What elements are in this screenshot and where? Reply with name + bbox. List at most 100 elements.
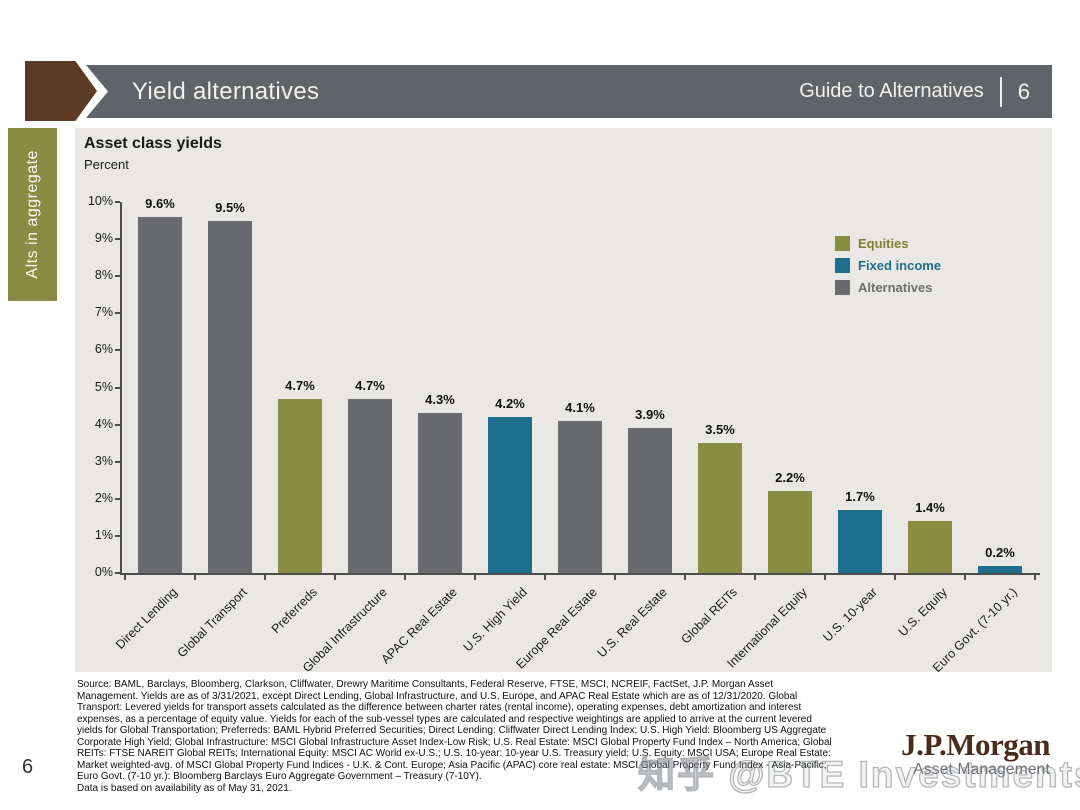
bar-global-transport: [208, 220, 252, 573]
y-tick: [115, 386, 120, 389]
bar-u-s-equity: [908, 521, 952, 573]
bar-apac-real-estate: [418, 413, 462, 573]
bar-international-equity: [768, 491, 812, 573]
x-tick: [124, 575, 126, 580]
x-tick: [964, 575, 966, 580]
legend-item-alternatives: Alternatives: [835, 280, 941, 295]
bar-value-label: 3.9%: [635, 407, 665, 423]
bar-value-label: 0.2%: [985, 544, 1015, 560]
slide-page-number: 6: [22, 756, 34, 778]
y-tick: [115, 460, 120, 463]
y-tick-label: 4%: [94, 416, 113, 431]
x-category-label: Global Transport: [174, 585, 250, 661]
header-arrow-shape: [25, 61, 97, 121]
y-tick-label: 1%: [94, 527, 113, 542]
y-tick: [115, 497, 120, 500]
header-page-number: 6: [1017, 78, 1030, 104]
y-tick: [115, 534, 120, 537]
footnote-line: REITs: FTSE NAREIT Global REITs; Interna…: [77, 748, 831, 759]
legend-item-equities: Equities: [835, 236, 941, 251]
y-tick-label: 8%: [94, 268, 113, 283]
bar-u-s-high-yield: [488, 417, 532, 573]
x-category-label: Global REITs: [678, 585, 740, 647]
y-tick: [115, 312, 120, 315]
x-tick: [194, 575, 196, 580]
bar-value-label: 9.5%: [215, 199, 245, 215]
x-tick: [544, 575, 546, 580]
bar-europe-real-estate: [558, 420, 602, 573]
x-category-label: U.S. High Yield: [460, 585, 530, 655]
chart-legend: Equities Fixed income Alternatives: [835, 236, 941, 302]
bar-global-reits: [698, 443, 742, 573]
jpmorgan-logo: J.P.Morgan Asset Management: [901, 729, 1050, 779]
bar-value-label: 3.5%: [705, 422, 735, 438]
bar-value-label: 1.4%: [915, 500, 945, 516]
footnote-line: Source: BAML, Barclays, Bloomberg, Clark…: [77, 679, 773, 690]
y-tick: [115, 201, 120, 203]
guide-label: Guide to Alternatives: [799, 80, 984, 102]
bar-direct-lending: [138, 216, 182, 573]
y-tick-label: 2%: [94, 490, 113, 505]
x-category-label: Direct Lending: [113, 585, 180, 652]
y-tick-label: 3%: [94, 453, 113, 468]
y-tick-label: 5%: [94, 379, 113, 394]
footnote-line: Data is based on availability as of May …: [77, 782, 292, 794]
y-tick: [115, 275, 120, 278]
footnote-line: Corporate High Yield; Global Infrastruct…: [77, 736, 832, 748]
legend-label: Equities: [858, 236, 909, 251]
x-category-label: U.S. Real Estate: [594, 585, 670, 661]
legend-swatch: [835, 236, 850, 251]
bar-value-label: 4.7%: [355, 377, 385, 393]
footnote-line: Management. Yields are as of 3/31/2021, …: [77, 690, 798, 702]
bar-u-s-real-estate: [628, 428, 672, 573]
x-tick: [264, 575, 266, 580]
footnote-line: Euro Govt. (7-10 yr.): Bloomberg Barclay…: [77, 771, 482, 782]
footnote-line: expenses, as a percentage of equity valu…: [77, 713, 812, 725]
y-tick-label: 0%: [94, 565, 113, 579]
page-title: Yield alternatives: [132, 77, 320, 105]
x-tick: [824, 575, 826, 580]
legend-item-fixed-income: Fixed income: [835, 258, 941, 273]
source-footnote: Source: BAML, Barclays, Bloomberg, Clark…: [77, 679, 832, 794]
x-tick: [474, 575, 476, 580]
footnote-line: yields for Global Transportation; Prefer…: [77, 725, 827, 736]
x-tick: [1034, 575, 1036, 580]
footnote-line: Transport: Levered yields for transport …: [77, 702, 802, 713]
watermark: 知乎 @BTE Investments: [637, 753, 1080, 795]
y-tick: [115, 423, 120, 426]
x-tick: [614, 575, 616, 580]
chart-title: Asset class yields: [84, 135, 222, 152]
x-category-label: Preferreds: [268, 585, 320, 637]
footnote-line: Market weighted-avg. of MSCI Global Prop…: [77, 759, 827, 771]
x-axis-line: [120, 573, 1040, 575]
x-tick: [894, 575, 896, 580]
x-category-label: U.S. 10-year: [820, 585, 880, 645]
header-right: Guide to Alternatives 6: [799, 76, 1030, 107]
x-category-label: International Equity: [724, 585, 810, 671]
bar-value-label: 1.7%: [845, 488, 875, 504]
asset-management-label: Asset Management: [913, 761, 1050, 778]
bar-value-label: 4.2%: [495, 396, 525, 412]
section-tab-label: Alts in aggregate: [23, 150, 41, 279]
x-category-label: U.S. Equity: [895, 585, 950, 640]
header-banner: Yield alternatives Guide to Alternatives…: [86, 65, 1052, 118]
x-category-label: APAC Real Estate: [378, 585, 460, 667]
bar-value-label: 4.1%: [565, 399, 595, 415]
y-tick-label: 6%: [94, 342, 113, 357]
section-tab-alts-in-aggregate[interactable]: Alts in aggregate: [8, 128, 57, 301]
bar-value-label: 4.3%: [425, 392, 455, 408]
bar-preferreds: [278, 398, 322, 573]
chart-y-axis-unit: Percent: [84, 157, 129, 172]
bar-value-label: 9.6%: [145, 195, 175, 211]
legend-label: Fixed income: [858, 258, 942, 273]
bar-value-label: 4.7%: [285, 377, 315, 393]
header-divider: [999, 76, 1002, 107]
y-tick-label: 7%: [94, 305, 113, 320]
legend-swatch: [835, 258, 850, 273]
x-tick: [334, 575, 336, 580]
legend-swatch: [835, 280, 850, 295]
legend-label: Alternatives: [858, 280, 933, 295]
jpmorgan-logo-wordmark: J.P.Morgan: [901, 727, 1050, 762]
y-tick-label: 9%: [94, 231, 113, 246]
bar-euro-govt-7-10-yr-: [978, 565, 1022, 573]
